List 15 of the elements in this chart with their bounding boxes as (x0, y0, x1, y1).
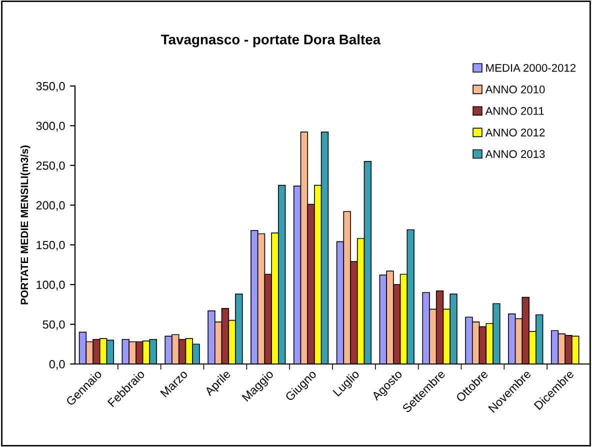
y-tick-label: 50,0 (42, 320, 65, 330)
y-tick-label: 250,0 (36, 161, 65, 172)
chart-title: Tavagnasco - portate Dora Baltea (161, 34, 381, 48)
legend-label: ANNO 2011 (485, 107, 544, 115)
legend-label: ANNO 2010 (485, 86, 545, 94)
legend-label: ANNO 2013 (485, 150, 545, 158)
legend-label: MEDIA 2000-2012 (486, 64, 576, 72)
y-tick-label: 300,0 (36, 122, 65, 132)
y-tick-label: 200,0 (36, 201, 65, 211)
legend-label: ANNO 2012 (485, 128, 545, 136)
y-tick-label: 350,0 (36, 82, 65, 92)
y-tick-label: 150,0 (36, 240, 65, 251)
y-axis-title: PORTATE MEDIE MENSILI(m3/s) (20, 146, 30, 304)
y-tick-label: 0,0 (49, 360, 65, 370)
y-tick-label: 100,0 (36, 280, 65, 290)
